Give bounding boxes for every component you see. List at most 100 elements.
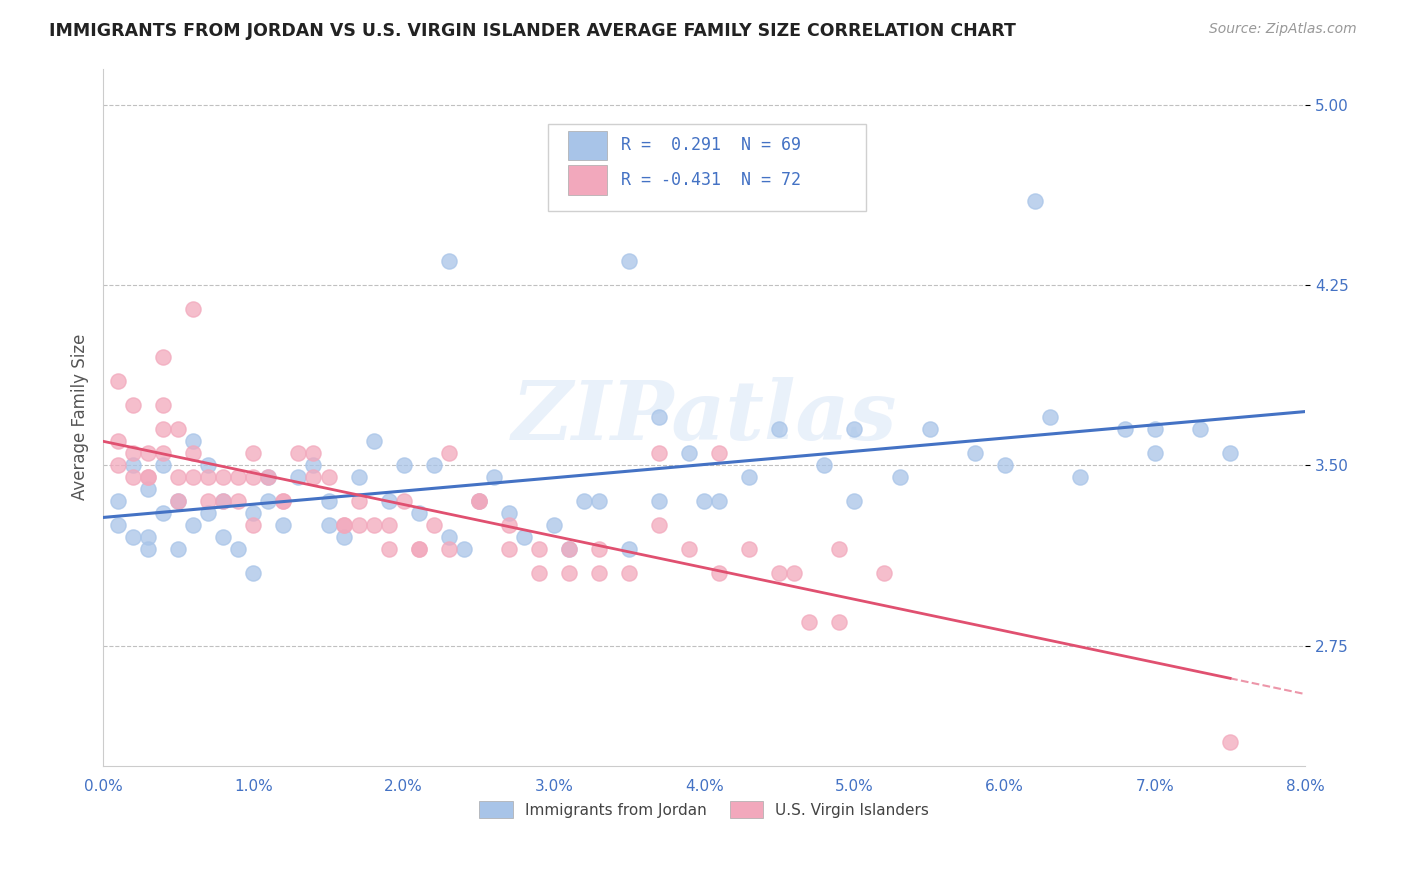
Point bbox=[136, 470, 159, 484]
Text: R = -0.431  N = 72: R = -0.431 N = 72 bbox=[621, 171, 801, 189]
Point bbox=[273, 494, 295, 508]
Point bbox=[648, 518, 671, 533]
Point bbox=[768, 566, 790, 581]
Point bbox=[122, 530, 145, 544]
Point bbox=[813, 458, 835, 473]
Point bbox=[107, 434, 129, 449]
Point bbox=[453, 542, 475, 557]
Point bbox=[468, 494, 491, 508]
Point bbox=[107, 458, 129, 473]
Point bbox=[1219, 735, 1241, 749]
Point bbox=[768, 422, 790, 436]
Point bbox=[212, 494, 235, 508]
Point bbox=[257, 470, 280, 484]
Point bbox=[302, 458, 325, 473]
Point bbox=[783, 566, 806, 581]
Text: Source: ZipAtlas.com: Source: ZipAtlas.com bbox=[1209, 22, 1357, 37]
Point bbox=[648, 446, 671, 460]
Point bbox=[347, 518, 370, 533]
Point bbox=[273, 494, 295, 508]
Point bbox=[363, 518, 385, 533]
Point bbox=[332, 518, 354, 533]
Point bbox=[212, 530, 235, 544]
Point bbox=[228, 494, 250, 508]
Point bbox=[318, 518, 340, 533]
Point bbox=[318, 494, 340, 508]
Point bbox=[498, 518, 520, 533]
Point bbox=[437, 530, 460, 544]
FancyBboxPatch shape bbox=[548, 124, 866, 211]
Point bbox=[167, 494, 190, 508]
Point bbox=[617, 566, 640, 581]
Point bbox=[122, 470, 145, 484]
Point bbox=[122, 398, 145, 412]
Point bbox=[167, 470, 190, 484]
Point bbox=[1114, 422, 1136, 436]
Point bbox=[136, 446, 159, 460]
Text: IMMIGRANTS FROM JORDAN VS U.S. VIRGIN ISLANDER AVERAGE FAMILY SIZE CORRELATION C: IMMIGRANTS FROM JORDAN VS U.S. VIRGIN IS… bbox=[49, 22, 1017, 40]
Point bbox=[588, 494, 610, 508]
Point bbox=[994, 458, 1017, 473]
Point bbox=[437, 446, 460, 460]
Point bbox=[167, 422, 190, 436]
Point bbox=[332, 518, 354, 533]
Point bbox=[844, 422, 866, 436]
Text: R =  0.291  N = 69: R = 0.291 N = 69 bbox=[621, 136, 801, 154]
Point bbox=[828, 615, 851, 629]
Point bbox=[558, 566, 581, 581]
Point bbox=[799, 615, 821, 629]
Point bbox=[332, 530, 354, 544]
Point bbox=[197, 470, 219, 484]
Point bbox=[136, 530, 159, 544]
Point bbox=[152, 398, 174, 412]
Point bbox=[197, 458, 219, 473]
Point bbox=[527, 542, 550, 557]
Point bbox=[181, 434, 204, 449]
Point bbox=[558, 542, 581, 557]
Point bbox=[572, 494, 595, 508]
Point bbox=[257, 470, 280, 484]
Point bbox=[588, 542, 610, 557]
Legend: Immigrants from Jordan, U.S. Virgin Islanders: Immigrants from Jordan, U.S. Virgin Isla… bbox=[472, 795, 935, 824]
Point bbox=[422, 518, 444, 533]
Point bbox=[408, 542, 430, 557]
Bar bbox=[568, 130, 607, 160]
Point bbox=[1069, 470, 1091, 484]
Point bbox=[513, 530, 536, 544]
Point bbox=[709, 446, 731, 460]
Point bbox=[167, 494, 190, 508]
Point bbox=[377, 542, 399, 557]
Point bbox=[709, 494, 731, 508]
Point bbox=[228, 542, 250, 557]
Point bbox=[107, 374, 129, 388]
Point bbox=[197, 507, 219, 521]
Point bbox=[963, 446, 986, 460]
Point bbox=[181, 301, 204, 316]
Point bbox=[242, 507, 264, 521]
Point bbox=[318, 470, 340, 484]
Point bbox=[1219, 446, 1241, 460]
Point bbox=[181, 446, 204, 460]
Point bbox=[347, 494, 370, 508]
Point bbox=[1143, 422, 1166, 436]
Point bbox=[408, 507, 430, 521]
Point bbox=[738, 470, 761, 484]
Point bbox=[287, 470, 309, 484]
Point bbox=[1024, 194, 1046, 208]
Point bbox=[212, 470, 235, 484]
Y-axis label: Average Family Size: Average Family Size bbox=[72, 334, 89, 500]
Point bbox=[242, 446, 264, 460]
Point bbox=[242, 470, 264, 484]
Point bbox=[167, 542, 190, 557]
Bar bbox=[568, 165, 607, 194]
Point bbox=[437, 542, 460, 557]
Point bbox=[181, 518, 204, 533]
Point bbox=[828, 542, 851, 557]
Point bbox=[844, 494, 866, 508]
Point bbox=[136, 542, 159, 557]
Point bbox=[437, 253, 460, 268]
Point bbox=[482, 470, 505, 484]
Point bbox=[302, 470, 325, 484]
Point bbox=[136, 470, 159, 484]
Point bbox=[918, 422, 941, 436]
